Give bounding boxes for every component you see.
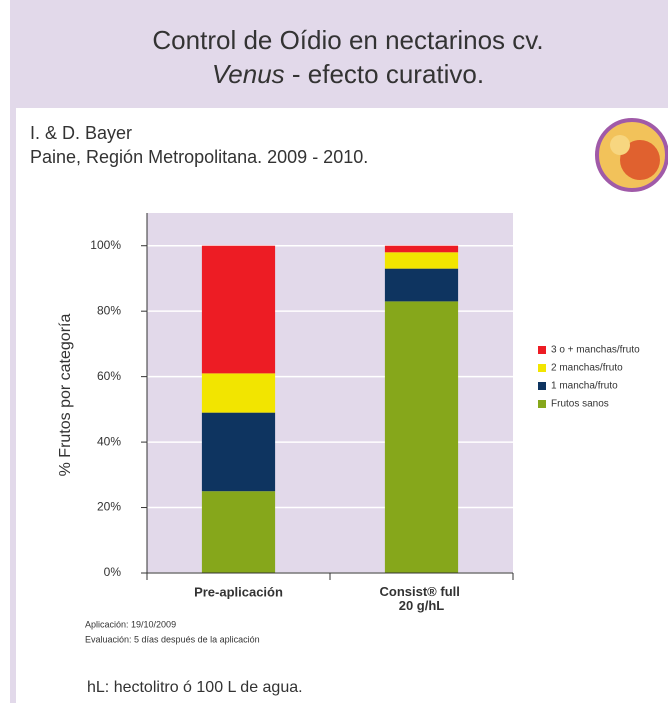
author: I. & D. Bayer <box>30 123 132 143</box>
label-line: 20 g/hL <box>399 598 445 613</box>
legend-swatch <box>538 400 546 408</box>
screen: Control de Oídio en nectarinos cv. Venus… <box>0 0 668 703</box>
bar-segment <box>385 301 458 573</box>
y-tick-label: 60% <box>97 369 121 383</box>
x-tick-label: Consist® full 20 g/hL <box>380 584 464 613</box>
title: Control de Oídio en nectarinos cv. <box>152 25 543 55</box>
side-strip <box>10 108 16 703</box>
note: Aplicación: 19/10/2009 <box>85 619 176 629</box>
note: Evaluación: 5 días después de la aplicac… <box>85 634 260 644</box>
bar-segment <box>202 246 275 374</box>
bar-segment <box>202 491 275 573</box>
peach-icon <box>597 120 667 190</box>
y-tick-label: 40% <box>97 434 121 448</box>
page: {"header": {"title_line1": "Control de O… <box>0 0 668 703</box>
bar-segment <box>385 252 458 268</box>
bar-segment <box>385 246 458 253</box>
bar-segment <box>202 413 275 492</box>
y-tick-label: 0% <box>104 565 122 579</box>
legend-swatch <box>538 364 546 372</box>
legend-swatch <box>538 346 546 354</box>
bar-segment <box>385 269 458 302</box>
bar-segment <box>202 373 275 412</box>
location: Paine, Región Metropolitana. 2009 - 2010… <box>30 147 368 167</box>
legend-label: Frutos sanos <box>551 399 609 410</box>
title-italic: Venus <box>212 59 285 89</box>
x-tick-label: Pre-aplicación <box>194 584 283 599</box>
legend-label: 1 mancha/fruto <box>551 381 618 392</box>
title: Venus - efecto curativo. <box>212 59 484 89</box>
y-tick-label: 100% <box>90 238 121 252</box>
legend-label: 3 o + manchas/fruto <box>551 345 640 356</box>
y-tick-label: 80% <box>97 303 121 317</box>
y-tick-label: 20% <box>97 500 121 514</box>
legend-swatch <box>538 382 546 390</box>
label-line: Consist® full <box>380 584 464 599</box>
footer: hL: hectolitro ó 100 L de agua. <box>87 679 303 696</box>
title-rest: - efecto curativo. <box>285 59 484 89</box>
y-axis-label: % Frutos por categoría <box>57 314 74 477</box>
legend-label: 2 manchas/fruto <box>551 363 623 374</box>
